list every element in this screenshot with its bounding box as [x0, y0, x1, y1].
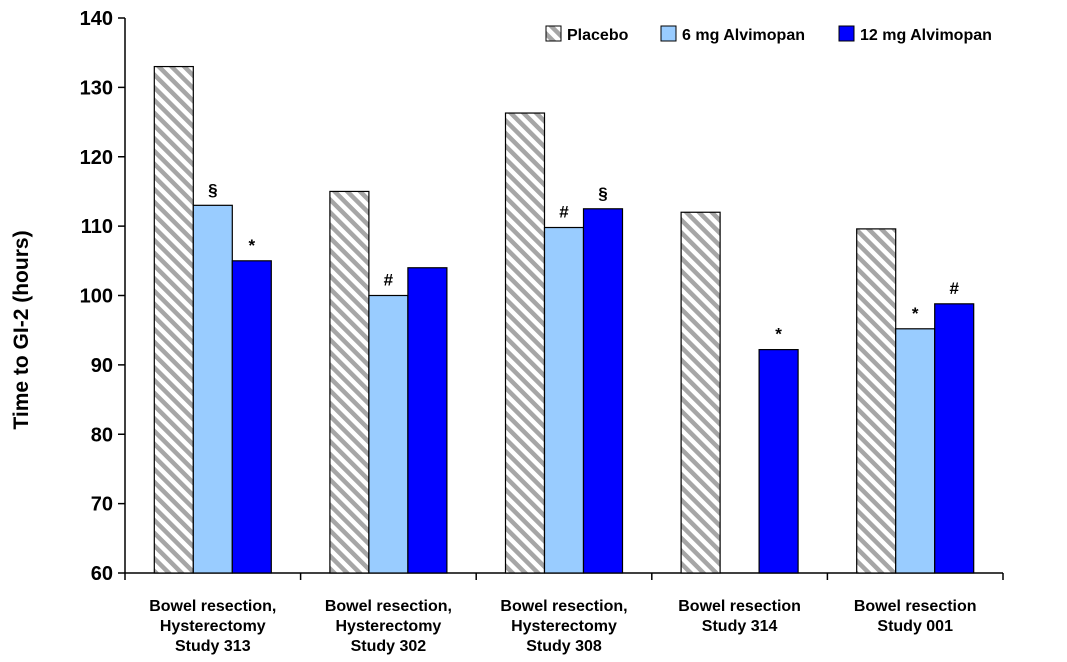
x-category-label: Bowel resection, Hysterectomy Study 302 — [325, 598, 452, 655]
x-category-label-line: Study 313 — [175, 638, 251, 655]
bar — [895, 328, 936, 574]
y-tick-label: 110 — [81, 216, 113, 238]
legend-label: Placebo — [567, 27, 629, 44]
legend-label: 12 mg Alvimopan — [860, 27, 992, 44]
x-category-label-line: Study 308 — [526, 638, 602, 655]
significance-marker: # — [559, 203, 569, 222]
legend-swatch — [838, 25, 855, 42]
y-tick-label: 80 — [91, 424, 113, 446]
x-category-label-line: Study 001 — [877, 618, 953, 635]
significance-marker: § — [598, 184, 607, 203]
x-category-label-line: Bowel resection — [678, 598, 801, 615]
y-tick-label: 140 — [80, 8, 113, 30]
significance-marker: * — [912, 304, 919, 323]
x-category-label-line: Study 302 — [351, 638, 427, 655]
significance-marker: * — [775, 325, 782, 344]
x-category-label-line: Bowel resection, — [500, 598, 627, 615]
bar — [368, 294, 409, 574]
bar — [582, 208, 624, 574]
bar — [856, 228, 897, 574]
x-category-label-line: Bowel resection — [854, 598, 977, 615]
legend: Placebo 6 mg Alvimopan 12 mg Alvimopan — [545, 25, 992, 44]
x-category-label-line: Hysterectomy — [511, 618, 617, 635]
x-category-label: Bowel resection Study 314 — [678, 598, 801, 635]
bar — [329, 190, 370, 574]
bar — [407, 267, 448, 574]
y-tick-label: 100 — [80, 286, 113, 308]
bar — [192, 204, 233, 574]
x-category-label-line: Hysterectomy — [160, 618, 266, 635]
y-tick-label: 120 — [80, 147, 113, 169]
bar — [934, 303, 975, 574]
x-category-label: Bowel resection, Hysterectomy Study 308 — [500, 598, 627, 655]
y-axis-label: Time to GI-2 (hours) — [10, 230, 33, 429]
bar — [758, 349, 799, 574]
x-category-label-line: Hysterectomy — [335, 618, 441, 635]
significance-marker: * — [248, 236, 255, 255]
legend-swatch — [660, 25, 677, 42]
plot-area: 60 70 80 90 100 110 120 130 140 § * Bowel resection… — [80, 8, 1004, 655]
x-category-label: Bowel resection Study 001 — [854, 598, 977, 635]
bar — [231, 260, 272, 574]
bar — [504, 112, 546, 574]
x-category-label: Bowel resection, Hysterectomy Study 313 — [149, 598, 276, 655]
y-tick-label: 60 — [91, 563, 113, 585]
y-tick-label: 90 — [91, 355, 113, 377]
legend-label: 6 mg Alvimopan — [682, 27, 805, 44]
y-tick-label: 130 — [80, 77, 113, 99]
x-category-label-line: Bowel resection, — [325, 598, 452, 615]
legend-swatch — [545, 25, 562, 42]
x-category-label-line: Bowel resection, — [149, 598, 276, 615]
x-category-label-line: Study 314 — [702, 618, 778, 635]
bar — [153, 65, 194, 574]
y-tick-label: 70 — [91, 494, 113, 516]
significance-marker: § — [208, 180, 217, 199]
significance-marker: # — [384, 271, 394, 290]
significance-marker: # — [949, 279, 959, 298]
bar — [543, 226, 585, 574]
bar — [680, 211, 721, 574]
